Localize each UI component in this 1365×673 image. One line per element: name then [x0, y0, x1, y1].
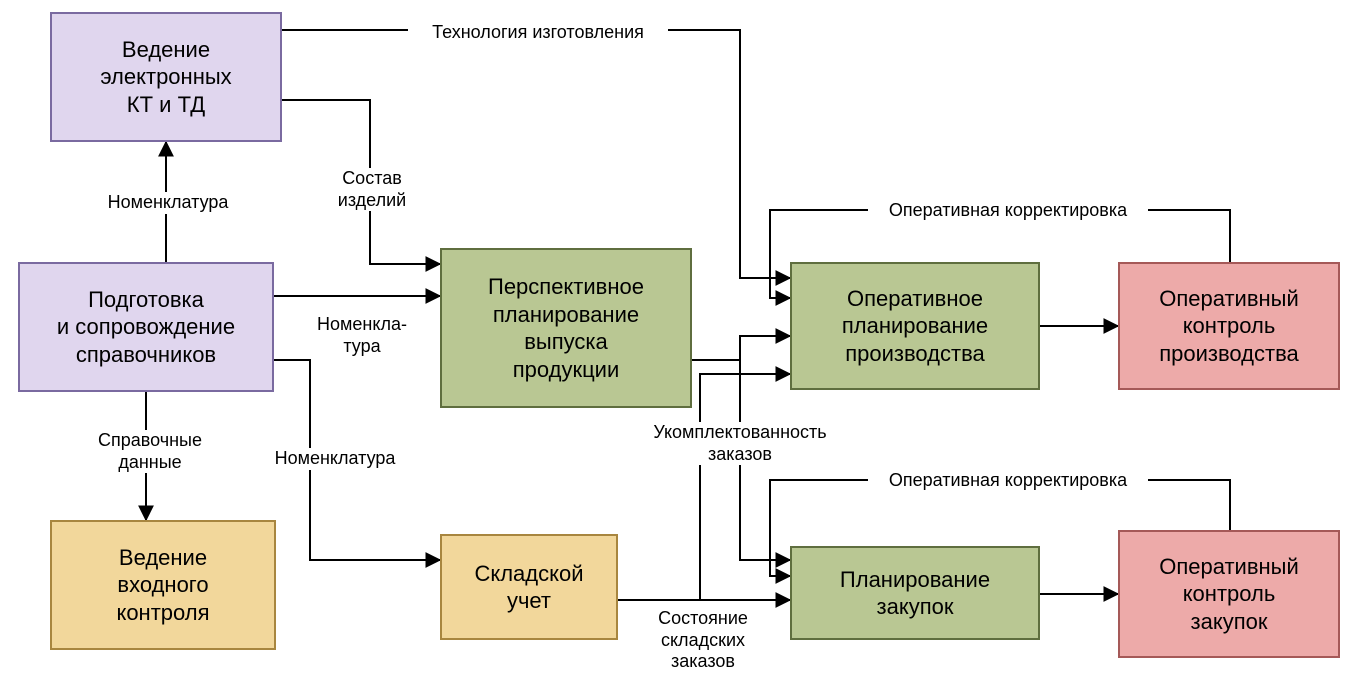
flowchart-stage: Ведение электронных КТ и ТД Подготовка и … [0, 0, 1365, 665]
edge-label-e14: Оперативная корректировка [868, 470, 1148, 492]
node-n_kttd: Ведение электронных КТ и ТД [50, 12, 282, 142]
node-label: Перспективное планирование выпуска проду… [488, 273, 644, 383]
node-n_ctrl_pr: Оперативный контроль производства [1118, 262, 1340, 390]
edge-label-e13: Оперативная корректировка [868, 200, 1148, 222]
node-label: Планирование закупок [840, 566, 990, 621]
node-n_plan_z: Планирование закупок [790, 546, 1040, 640]
edge-e7 [692, 336, 790, 360]
node-label: Складской учет [474, 560, 583, 615]
node-n_sklad: Складской учет [440, 534, 618, 640]
edge-label-e10: Состояние складских заказов [618, 608, 788, 673]
node-n_sprav: Подготовка и сопровождение справочников [18, 262, 274, 392]
edge-label-e3: Номенкла- тура [302, 314, 422, 357]
edge-label-e1: Номенклатура [98, 192, 238, 214]
edge-label-e6: Номенклатура [260, 448, 410, 470]
node-n_oper_pr: Оперативное планирование производства [790, 262, 1040, 390]
edge-label-e2: Справочные данные [80, 430, 220, 473]
node-label: Ведение электронных КТ и ТД [100, 36, 231, 119]
node-label: Ведение входного контроля [116, 544, 209, 627]
edge-e5 [282, 30, 790, 278]
node-label: Оперативное планирование производства [842, 285, 988, 368]
edge-label-e4: Состав изделий [322, 168, 422, 211]
node-n_vhod: Ведение входного контроля [50, 520, 276, 650]
node-label: Оперативный контроль закупок [1159, 553, 1299, 636]
node-n_ctrl_z: Оперативный контроль закупок [1118, 530, 1340, 658]
edge-label-e8: Укомплектованность заказов [630, 422, 850, 465]
node-n_persp: Перспективное планирование выпуска проду… [440, 248, 692, 408]
edge-label-e5: Технология изготовления [408, 22, 668, 44]
node-label: Оперативный контроль производства [1159, 285, 1299, 368]
node-label: Подготовка и сопровождение справочников [57, 286, 235, 369]
